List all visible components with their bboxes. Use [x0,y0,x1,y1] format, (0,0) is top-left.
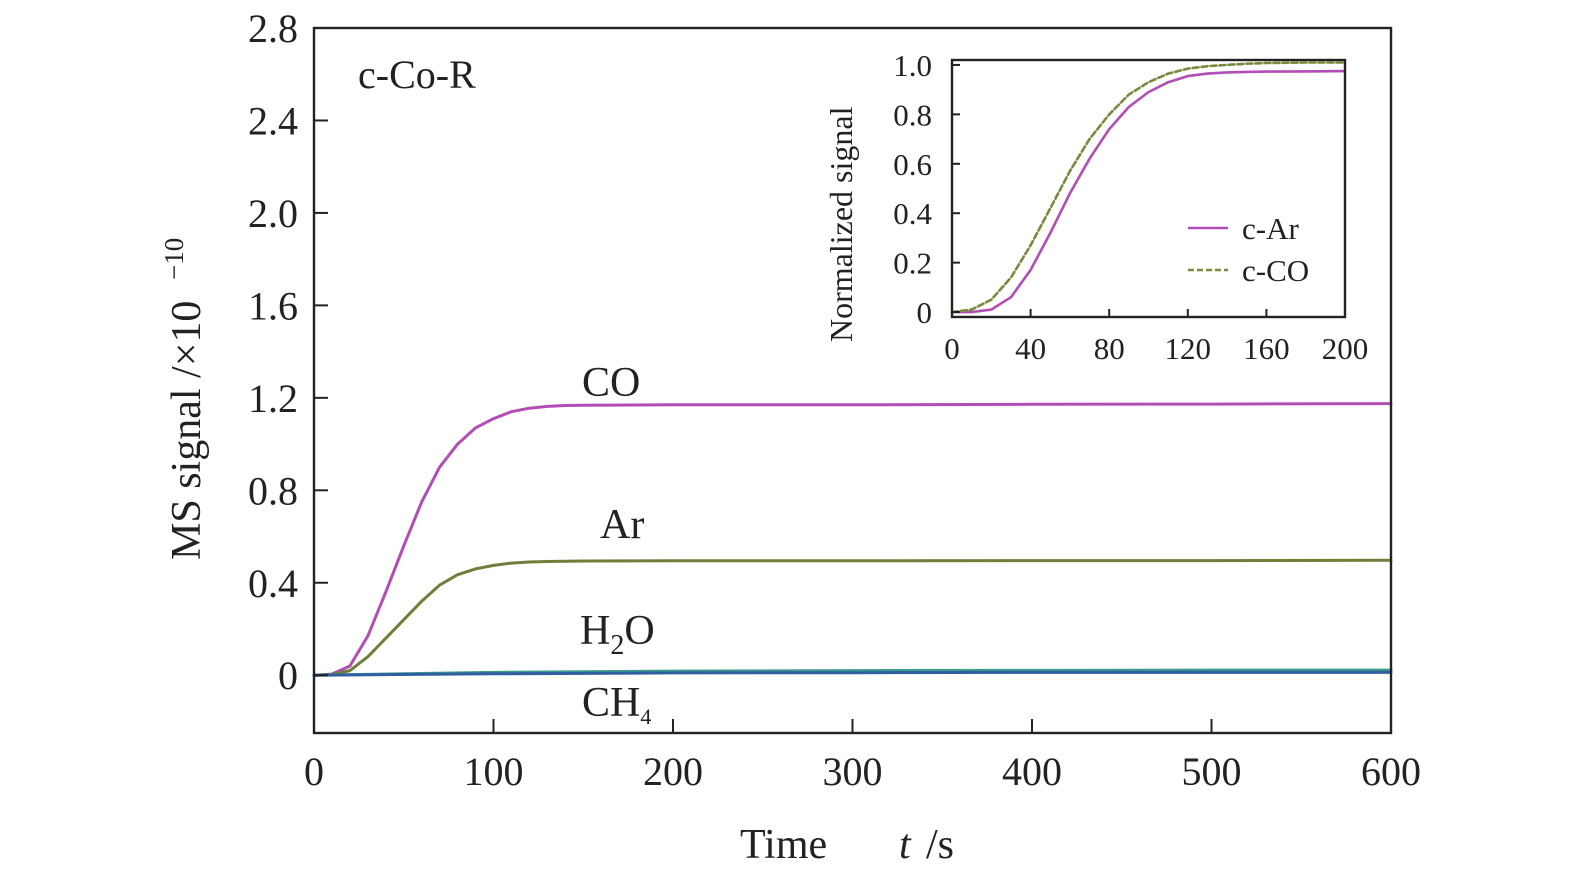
inset-y-tick-label: 0.6 [893,147,932,182]
series-label-main: CH [582,680,640,726]
inset-series-line-c-co [950,61,1347,314]
y-tick-label: 1.6 [248,283,298,328]
inset-y-tick-label: 0.8 [893,97,932,132]
inset-series-group [950,61,1347,314]
y-tick-label: 1.2 [248,376,298,421]
x-tick-label: 400 [1002,749,1062,794]
y-tick-label: 0.4 [248,561,298,606]
series-label-h2o: H2O [580,608,655,661]
inset-y-tick-label: 0.2 [893,246,932,281]
inset-axes: 0 40 80 120 160 200 0 0.2 0.4 0.6 0.8 1.0 [893,48,1368,366]
y-tick-label: 0 [278,653,298,698]
inset-x-tick-label: 40 [1015,331,1046,366]
series-line-ar [312,558,1393,677]
inset-series-line-c-ar [950,69,1347,314]
inset-x-tick-label: 160 [1243,331,1290,366]
series-label-tail: O [624,608,654,654]
y-axis-title: MS signal /×10 [164,301,210,560]
series-label-main: H [580,608,610,654]
y-axis-title-exponent: −10 [159,238,189,280]
x-axis-title-prefix: Time [740,822,827,868]
inset-x-tick-label: 0 [944,331,960,366]
panel-label: c-Co-R [358,52,476,97]
inset-y-tick-label: 1.0 [893,48,932,83]
x-tick-label: 0 [304,749,324,794]
series-label-ar: Ar [600,502,644,548]
series-line-co [312,402,1393,677]
inset-x-tick-label: 120 [1165,331,1212,366]
series-line-ch4 [312,670,1393,677]
inset-y-tick-label: 0.4 [893,196,932,231]
inset-x-tick-label: 200 [1322,331,1369,366]
y-tick-label: 2.8 [248,6,298,51]
inset-y-tick-label: 0 [917,295,933,330]
x-tick-label: 600 [1361,749,1421,794]
series-label-subscript: 2 [610,630,624,661]
series-label-subscript: 4 [640,704,651,729]
series-label-co: CO [582,360,640,406]
x-tick-label: 100 [464,749,524,794]
x-axis-title-unit: /s [926,822,954,868]
series-label-main: Ar [600,502,644,548]
x-tick-label: 300 [823,749,883,794]
x-axis-title-variable: t [899,822,912,868]
main-series-labels: CO Ar H2O CH4 [580,360,655,729]
inset-x-tick-label: 80 [1094,331,1125,366]
y-tick-label: 2.0 [248,191,298,236]
series-label-main: CO [582,360,640,406]
x-tick-label: 200 [643,749,703,794]
inset-y-axis-title: Normalized signal [823,106,859,342]
main-y-axis-title: MS signal /×10 −10 [159,238,210,560]
legend-label-c-ar: c-Ar [1242,211,1299,246]
main-x-axis-title: Time t /s [740,822,954,868]
main-series-group [312,402,1393,677]
inset-plot-area: 0 40 80 120 160 200 0 0.2 0.4 0.6 0.8 1.0 Normalize… [823,48,1368,366]
series-label-ch4: CH4 [582,680,651,729]
legend-label-c-co: c-CO [1242,253,1309,288]
inset-legend: c-Ar c-CO [1188,211,1309,288]
y-tick-label: 0.8 [248,468,298,513]
x-tick-label: 500 [1182,749,1242,794]
y-tick-label: 2.4 [248,98,298,143]
inset-plot-frame [950,58,1347,319]
main-axes: 0 100 200 300 400 500 60000.40.81.21.62.02.42.… [248,6,1421,794]
